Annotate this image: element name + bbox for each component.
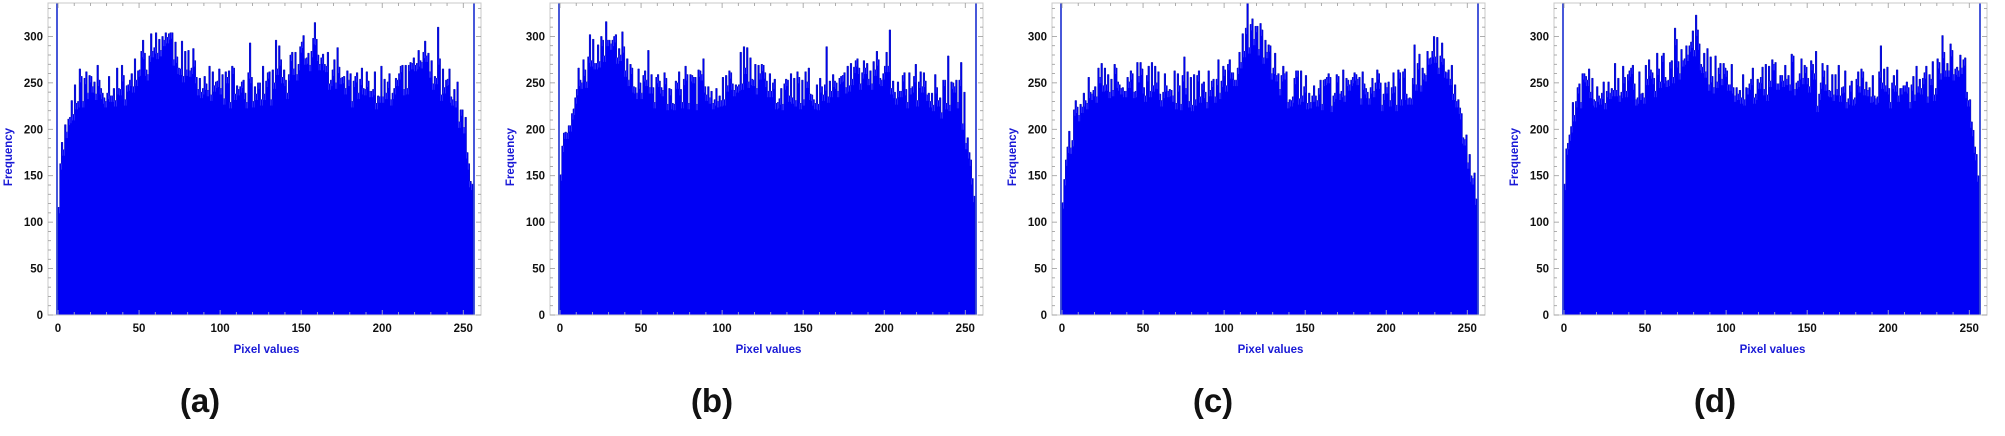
y-tick-label: 300: [1530, 31, 1549, 43]
x-axis-title: Pixel values: [1238, 344, 1304, 356]
y-axis-d: 0 50 100 150 200 250 300: [1530, 8, 1987, 322]
y-axis-title: Frequency: [1509, 127, 1521, 186]
y-tick-label: 0: [37, 310, 43, 322]
y-axis-b: 0 50 100 150 200 250 300: [526, 8, 983, 322]
histogram-bars-d: [1563, 14, 1980, 316]
y-tick-label: 100: [526, 217, 545, 229]
x-axis-title: Pixel values: [1740, 344, 1806, 356]
y-tick-label: 200: [1028, 124, 1047, 136]
x-tick-label: 100: [1215, 323, 1234, 335]
histogram-panel-a: 0 50 100 150 200 250 300 0 50 100 150 200 250 Pixel v…: [0, 0, 500, 436]
histogram-area: [1061, 2, 1478, 316]
x-tick-label: 250: [1960, 323, 1979, 335]
histogram-panel-b: 0 50 100 150 200 250 300 0 50 100 150 200 250 Pixel v…: [502, 0, 1002, 436]
y-tick-label: 200: [24, 124, 43, 136]
y-tick-label: 100: [1028, 217, 1047, 229]
y-axis-title: Frequency: [3, 127, 15, 186]
x-axis-title: Pixel values: [736, 344, 802, 356]
x-tick-label: 100: [713, 323, 732, 335]
panel-caption-c: (c): [1192, 382, 1234, 419]
x-tick-label: 100: [211, 323, 230, 335]
x-tick-label: 150: [1296, 323, 1315, 335]
histogram-plot-a: 0 50 100 150 200 250 300 0 50 100 150 200 250 Pixel v…: [3, 2, 482, 356]
x-tick-label: 50: [635, 323, 648, 335]
histogram-bars-c: [1061, 2, 1478, 316]
histogram-area: [1563, 14, 1980, 316]
y-tick-label: 50: [30, 264, 43, 276]
y-tick-label: 250: [24, 78, 43, 90]
y-tick-label: 300: [526, 31, 545, 43]
x-axis-d: 0 50 100 150 200 250: [1561, 3, 1979, 335]
x-tick-label: 250: [956, 323, 975, 335]
histogram-plot-b: 0 50 100 150 200 250 300 0 50 100 150 200 250 Pixel v…: [505, 2, 984, 356]
y-tick-label: 50: [532, 264, 545, 276]
y-tick-label: 0: [539, 310, 545, 322]
x-axis-c: 0 50 100 150 200 250: [1059, 3, 1477, 335]
x-tick-label: 200: [875, 323, 894, 335]
plot-frame: [549, 2, 984, 316]
x-tick-label: 50: [1137, 323, 1150, 335]
histogram-area: [559, 21, 976, 316]
y-axis-title: Frequency: [1007, 127, 1019, 186]
y-tick-label: 250: [1028, 78, 1047, 90]
x-tick-label: 150: [794, 323, 813, 335]
histogram-area: [57, 22, 474, 316]
histogram-panel-d: 0 50 100 150 200 250 300 0 50 100 150 200 250 Pixel v…: [1506, 0, 2005, 436]
panel-caption-a: (a): [179, 382, 221, 419]
x-tick-label: 250: [454, 323, 473, 335]
x-tick-label: 50: [1639, 323, 1652, 335]
y-tick-label: 250: [526, 78, 545, 90]
y-tick-label: 0: [1543, 310, 1549, 322]
y-tick-label: 300: [24, 31, 43, 43]
plot-frame: [1553, 2, 1988, 316]
x-axis-b: 0 50 100 150 200 250: [557, 3, 975, 335]
x-axis-title: Pixel values: [234, 344, 300, 356]
y-tick-label: 200: [526, 124, 545, 136]
x-tick-label: 0: [557, 323, 563, 335]
y-tick-label: 0: [1041, 310, 1047, 322]
y-tick-label: 50: [1034, 264, 1047, 276]
y-tick-label: 150: [526, 171, 545, 183]
plot-frame: [47, 2, 482, 316]
histogram-panel-c: 0 50 100 150 200 250 300 0 50 100 150 200 250 Pixel v…: [1004, 0, 1504, 436]
x-tick-label: 150: [292, 323, 311, 335]
histogram-bars-b: [559, 21, 976, 316]
x-tick-label: 150: [1798, 323, 1817, 335]
x-tick-label: 200: [1377, 323, 1396, 335]
histogram-plot-d: 0 50 100 150 200 250 300 0 50 100 150 200 250 Pixel v…: [1509, 2, 1988, 356]
y-tick-label: 50: [1536, 264, 1549, 276]
x-tick-label: 200: [373, 323, 392, 335]
y-tick-label: 150: [24, 171, 43, 183]
panel-caption-b: (b): [690, 382, 734, 419]
y-axis-title: Frequency: [505, 127, 517, 186]
x-tick-label: 0: [1561, 323, 1567, 335]
x-tick-label: 0: [1059, 323, 1065, 335]
x-tick-label: 0: [55, 323, 61, 335]
y-tick-label: 250: [1530, 78, 1549, 90]
y-tick-label: 100: [1530, 217, 1549, 229]
y-tick-label: 100: [24, 217, 43, 229]
y-tick-label: 150: [1530, 171, 1549, 183]
x-tick-label: 250: [1458, 323, 1477, 335]
y-axis-a: 0 50 100 150 200 250 300: [24, 8, 481, 322]
histogram-plot-c: 0 50 100 150 200 250 300 0 50 100 150 200 250 Pixel v…: [1007, 2, 1486, 356]
y-axis-c: 0 50 100 150 200 250 300: [1028, 8, 1485, 322]
histogram-bars-a: [57, 22, 474, 316]
y-tick-label: 200: [1530, 124, 1549, 136]
x-tick-label: 50: [133, 323, 146, 335]
plot-frame: [1051, 2, 1486, 316]
y-tick-label: 150: [1028, 171, 1047, 183]
y-tick-label: 300: [1028, 31, 1047, 43]
x-tick-label: 100: [1717, 323, 1736, 335]
panel-caption-d: (d): [1693, 382, 1737, 419]
x-axis-a: 0 50 100 150 200 250: [55, 3, 473, 335]
x-tick-label: 200: [1879, 323, 1898, 335]
